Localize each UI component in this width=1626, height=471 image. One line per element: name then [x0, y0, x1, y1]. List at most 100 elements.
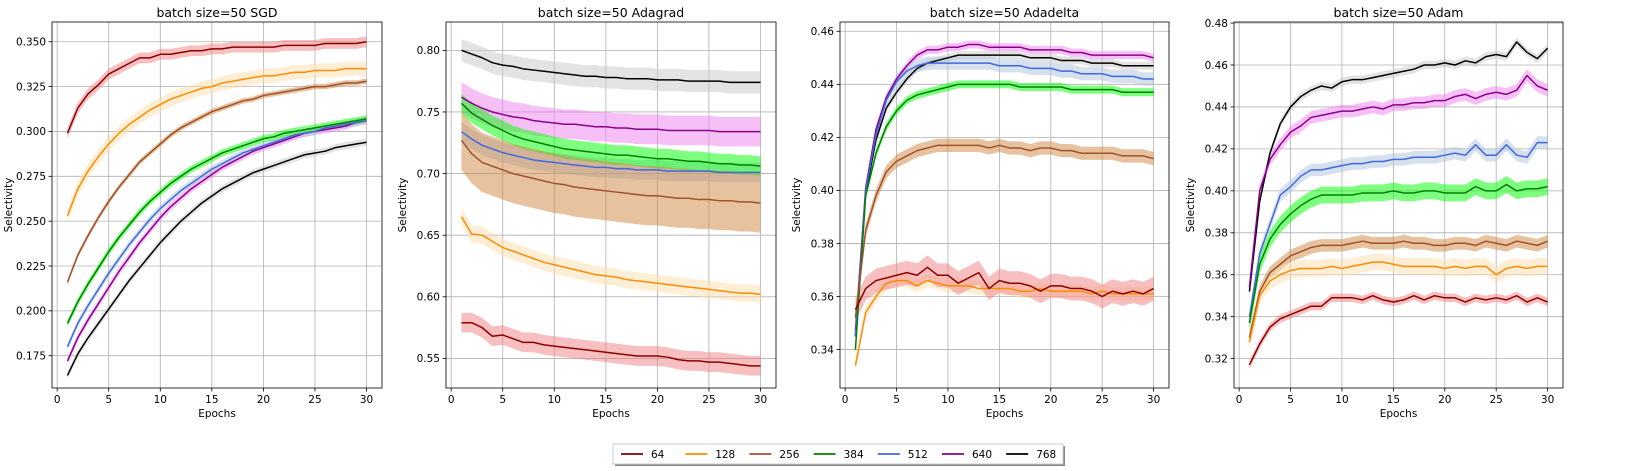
x-tick-label: 15 — [993, 394, 1006, 406]
y-tick-label: 0.200 — [16, 306, 46, 318]
y-tick-label: 0.175 — [16, 351, 46, 363]
axes-frame — [445, 21, 777, 389]
y-tick-label: 0.225 — [16, 261, 46, 273]
x-tick-label: 5 — [1287, 394, 1294, 406]
series-line-256 — [460, 139, 761, 204]
series-line-512 — [66, 119, 367, 348]
y-tick-label: 0.40 — [1205, 186, 1228, 198]
series-line-512 — [1248, 141, 1548, 317]
x-tick-label: 25 — [1095, 394, 1108, 406]
x-tick-label: 20 — [651, 394, 664, 406]
subplot-1: 0 5 10 15 20 25 30 0.175 0.200 0.225 0.250 0.275 0.3… — [3, 5, 383, 420]
x-tick-label: 25 — [702, 394, 715, 406]
series-line-256 — [66, 80, 367, 283]
x-axis-label: Epochs — [198, 408, 236, 420]
series-line-128 — [1248, 261, 1548, 343]
x-tick-label: 15 — [599, 394, 612, 406]
band-64 — [67, 36, 367, 139]
y-tick-label: 0.300 — [16, 126, 46, 138]
band-256 — [855, 138, 1154, 325]
y-tick-label: 0.36 — [1205, 270, 1229, 282]
x-tick-label: 15 — [1387, 394, 1400, 406]
legend-label-768: 768 — [1036, 449, 1056, 461]
series-line-640 — [461, 96, 761, 133]
x-tick-label: 15 — [205, 394, 218, 406]
x-tick-label: 10 — [548, 394, 561, 406]
series-line-384 — [460, 102, 761, 167]
series-line-256 — [854, 144, 1154, 318]
x-tick-label: 20 — [1438, 394, 1451, 406]
legend-label-640: 640 — [972, 449, 992, 461]
x-tick-label: 5 — [105, 394, 112, 406]
y-tick-label: 0.38 — [811, 238, 834, 250]
x-tick-label: 0 — [1236, 394, 1243, 406]
x-tick-label: 20 — [1044, 394, 1057, 406]
series-line-768 — [854, 54, 1154, 337]
series-line-512 — [854, 62, 1154, 337]
legend-label-384: 384 — [844, 449, 864, 461]
x-tick-label: 30 — [1147, 394, 1160, 406]
series-line-64 — [854, 266, 1154, 311]
y-tick-label: 0.38 — [1205, 228, 1228, 240]
band-640 — [1249, 69, 1548, 294]
x-tick-label: 0 — [448, 394, 455, 406]
series-line-64 — [66, 41, 367, 134]
band-128 — [1249, 253, 1548, 351]
y-tick-label: 0.60 — [417, 292, 440, 304]
y-tick-label: 0.350 — [16, 37, 46, 49]
y-tick-label: 0.70 — [417, 168, 440, 180]
x-tick-label: 0 — [842, 394, 849, 406]
x-tick-label: 25 — [1489, 394, 1502, 406]
series-line-512 — [461, 131, 761, 174]
y-axis-label: Selectivity — [3, 178, 15, 233]
y-tick-label: 0.48 — [1205, 18, 1228, 30]
series-line-768 — [1248, 41, 1549, 292]
band-128 — [461, 208, 761, 303]
chart-title: batch size=50 Adadelta — [930, 5, 1079, 20]
legend-label-512: 512 — [908, 449, 928, 461]
y-tick-label: 0.44 — [1205, 102, 1229, 114]
y-tick-label: 0.44 — [811, 79, 835, 91]
y-tick-label: 0.250 — [16, 216, 46, 228]
legend-box — [612, 443, 1064, 465]
x-tick-label: 20 — [257, 394, 270, 406]
plot-area — [1234, 22, 1563, 388]
y-tick-label: 0.34 — [811, 344, 835, 356]
band-512 — [67, 117, 367, 351]
x-tick-label: 30 — [360, 394, 373, 406]
legend-label-256: 256 — [779, 449, 799, 461]
y-tick-label: 0.275 — [16, 171, 46, 183]
band-384 — [1249, 176, 1548, 332]
x-tick-label: 5 — [499, 394, 506, 406]
series-line-384 — [1248, 183, 1548, 324]
legend-label-64: 64 — [651, 449, 665, 461]
y-tick-label: 0.32 — [1205, 353, 1228, 365]
chart-title: batch size=50 Adam — [1334, 5, 1464, 20]
axes-frame — [1233, 21, 1564, 389]
x-axis-label: Epochs — [986, 408, 1024, 420]
series-line-768 — [66, 141, 367, 376]
series-line-384 — [854, 83, 1154, 350]
subplot-4: 0 5 10 15 20 25 30 0.32 0.34 0.36 0.38 0.40 0.42 0.44… — [1185, 5, 1564, 420]
y-tick-label: 0.75 — [417, 107, 440, 119]
x-tick-label: 10 — [941, 394, 954, 406]
x-tick-label: 30 — [754, 394, 767, 406]
axes-frame — [839, 21, 1170, 389]
series-line-384 — [66, 118, 367, 324]
band-384 — [461, 93, 761, 177]
legend: 64 128 256 384 512 640 768 — [612, 443, 1065, 466]
y-axis-label: Selectivity — [791, 178, 803, 233]
band-256 — [461, 110, 761, 233]
band-64 — [1249, 291, 1548, 370]
series-line-256 — [1248, 240, 1548, 338]
y-tick-label: 0.65 — [417, 230, 440, 242]
x-tick-label: 30 — [1541, 394, 1554, 406]
series-line-128 — [854, 279, 1154, 366]
y-axis-label: Selectivity — [1185, 178, 1197, 233]
y-tick-label: 0.80 — [417, 45, 440, 57]
legend-label-128: 128 — [715, 449, 735, 461]
series-line-64 — [1248, 294, 1548, 366]
x-tick-label: 10 — [154, 394, 167, 406]
